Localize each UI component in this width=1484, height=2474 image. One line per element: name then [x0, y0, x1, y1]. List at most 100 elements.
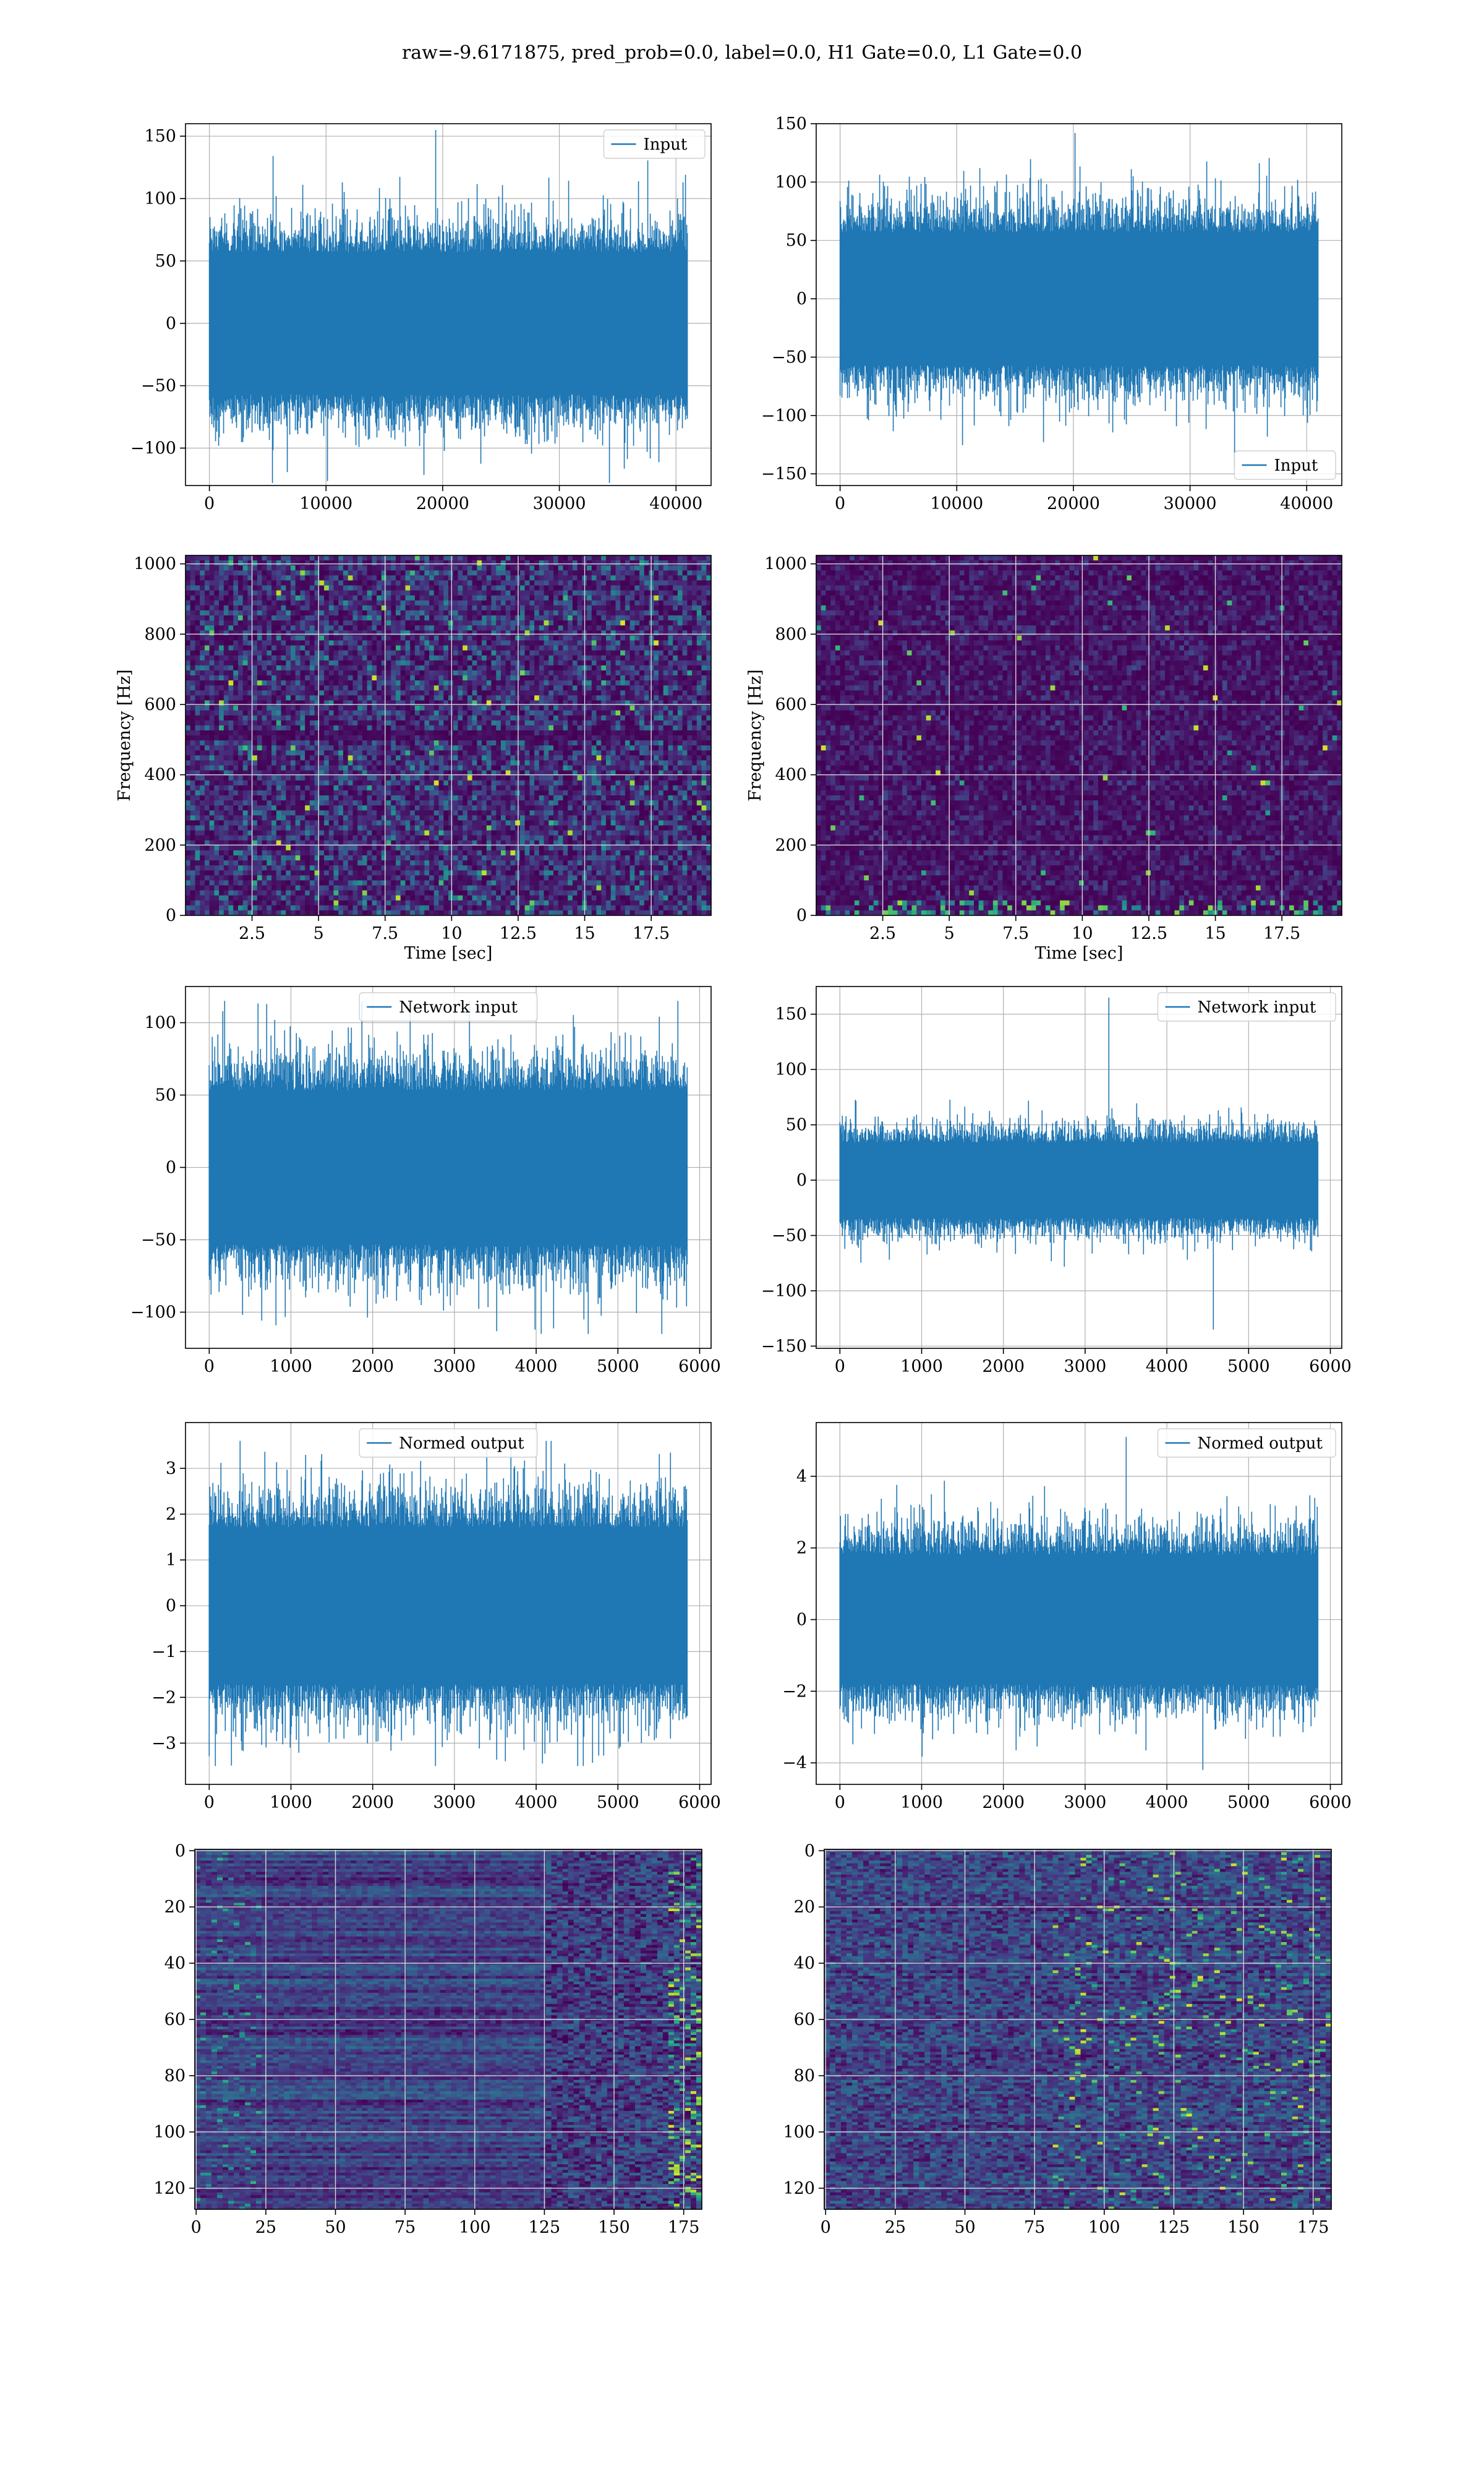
spec_left-cell: [678, 745, 683, 751]
spec_left-cell: [668, 670, 673, 676]
spec_left-cell: [458, 685, 463, 691]
spec_left-cell: [668, 716, 673, 721]
spec_left-cell: [324, 776, 329, 781]
spec_left-cell: [683, 726, 688, 731]
spec_left-cell: [301, 726, 305, 731]
spec_left-cell: [592, 565, 597, 571]
spec_left-cell: [467, 711, 472, 716]
spec_left-cell: [338, 766, 343, 771]
spec_left-cell: [229, 615, 234, 621]
spec_left-cell: [406, 730, 411, 736]
spec_left-cell: [329, 620, 334, 626]
spec_left-cell: [663, 730, 668, 736]
spec_left-cell: [296, 661, 301, 666]
spec_left-cell: [205, 630, 210, 636]
spec_left-cell: [267, 640, 271, 646]
spec_left-cell: [529, 615, 534, 621]
spec_left-cell: [644, 695, 649, 701]
spec_left-cell: [353, 711, 358, 716]
spec_left-cell: [338, 706, 343, 711]
spec_left-cell: [329, 700, 334, 706]
spec_left-cell: [353, 570, 358, 576]
spec_left-cell: [659, 666, 663, 671]
spec_left-cell: [291, 680, 296, 686]
spec_left-cell: [410, 706, 415, 711]
spec_left-cell: [281, 760, 286, 766]
spec_left-cell: [563, 685, 568, 691]
spec_left-cell: [262, 606, 267, 611]
spec_left-cell: [634, 570, 639, 576]
spec_left-cell: [487, 740, 492, 746]
spec_left-cell: [224, 755, 229, 761]
spec_left-cell: [439, 625, 444, 631]
spec_left-cell: [548, 735, 553, 741]
spec_left-cell: [687, 735, 692, 741]
spec_left-cell: [592, 620, 597, 626]
spec_left-cell: [301, 766, 305, 771]
spec_left-cell: [334, 635, 339, 641]
spec_left-cell: [639, 580, 644, 586]
spec_left-cell: [683, 680, 688, 686]
spec_left-cell: [458, 695, 463, 701]
spec_left-cell: [429, 651, 434, 656]
spec_left-cell: [343, 640, 348, 646]
spec_left-cell: [659, 690, 663, 696]
spec_left-cell: [597, 700, 602, 706]
spec_left-cell: [406, 575, 411, 581]
spec_left-cell: [616, 646, 621, 651]
spec_left-cell: [367, 716, 372, 721]
spec_left-cell: [472, 716, 477, 721]
spec_left-cell: [654, 726, 659, 731]
spec_left-cell: [401, 735, 406, 741]
spec_left-cell: [606, 615, 611, 621]
spec_left-cell: [238, 695, 243, 701]
spec_left-cell: [238, 735, 243, 741]
spec_left-cell: [219, 661, 224, 666]
spec_left-cell: [267, 726, 271, 731]
spec_left-cell: [539, 640, 544, 646]
spec_left-cell: [534, 570, 539, 576]
spec_left-cell: [683, 560, 688, 566]
spec_left-cell: [616, 760, 621, 766]
spec_left-cell: [630, 635, 635, 641]
spec_left-cell: [458, 760, 463, 766]
spec_left-cell: [644, 760, 649, 766]
spec_left-cell: [578, 651, 582, 656]
spec_left-cell: [467, 630, 472, 636]
spec_left-cell: [305, 591, 310, 596]
spec_left-cell: [267, 685, 271, 691]
spec_left-cell: [319, 666, 324, 671]
spec_left-cell: [200, 606, 205, 611]
spec_left-cell: [467, 675, 472, 681]
spec_left-cell: [420, 575, 425, 581]
spec_left-cell: [281, 706, 286, 711]
spec_left-cell: [501, 760, 506, 766]
spec_left-cell: [472, 695, 477, 701]
spec_left-cell: [525, 721, 530, 726]
spec_left-cell: [625, 651, 630, 656]
spec_left-cell: [301, 591, 305, 596]
spec_left-cell: [410, 555, 415, 561]
spec_left-cell: [501, 646, 506, 651]
spec_left-cell: [334, 745, 339, 751]
spec_left-cell: [401, 625, 406, 631]
spec_left-cell: [420, 640, 425, 646]
spec_left-cell: [372, 711, 377, 716]
spec_left-cell: [305, 646, 310, 651]
spec_left-cell: [578, 740, 582, 746]
spec_left-cell: [357, 640, 362, 646]
spec_left-cell: [472, 726, 477, 731]
spec_left-cell: [362, 685, 367, 691]
spec_left-cell: [597, 760, 602, 766]
spec_left-cell: [568, 586, 573, 591]
spec_left-cell: [214, 716, 219, 721]
spec_left-cell: [324, 711, 329, 716]
spec_left-cell: [281, 666, 286, 671]
spec_left-cell: [568, 766, 573, 771]
spec_left-cell: [305, 680, 310, 686]
spec_left-cell: [529, 601, 534, 606]
spec_left-cell: [410, 656, 415, 661]
spec_left-cell: [511, 635, 516, 641]
input_left-ytick-label: −50: [141, 377, 176, 396]
spec_left-cell: [568, 651, 573, 656]
